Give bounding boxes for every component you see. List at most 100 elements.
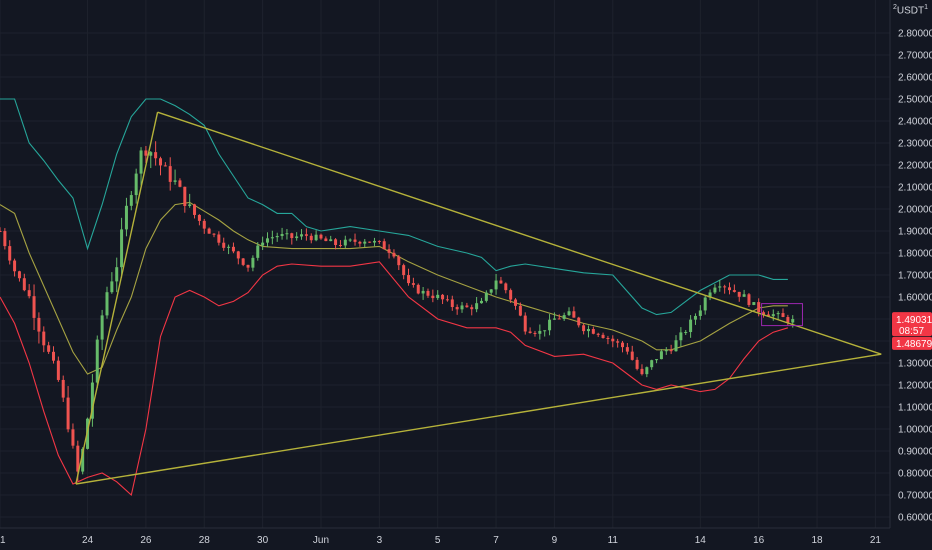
grid (0, 0, 891, 529)
candle-body (261, 242, 265, 246)
candle-body (757, 302, 761, 313)
candle-body (586, 329, 590, 332)
candle-body (47, 345, 51, 352)
candle-body (392, 252, 396, 257)
y-tick-label: 2.10000 (898, 183, 932, 194)
candle-body (241, 258, 245, 265)
candle-body (212, 233, 216, 235)
candle-body (781, 313, 785, 318)
price-tags: 1.49031 08:57 1.48679 (892, 312, 932, 350)
candle-body (684, 332, 688, 334)
candle-body (470, 307, 474, 310)
candle-body (766, 314, 770, 317)
candle-body (669, 350, 673, 352)
candle-body (762, 312, 766, 315)
y-tick-label: 2.40000 (898, 117, 932, 128)
candle-body (32, 296, 36, 318)
candle-body (71, 429, 75, 446)
candle-body (246, 264, 250, 268)
candle-body (168, 166, 172, 182)
bollinger-bands (0, 98, 789, 497)
x-tick-label: 21 (870, 535, 882, 546)
candle-body (509, 290, 513, 300)
candle-body (732, 290, 736, 292)
candle-body (475, 303, 479, 310)
candle-body (693, 315, 697, 320)
candle-body (479, 300, 483, 304)
candle-body (178, 180, 182, 187)
candle-body (0, 231, 2, 232)
candle-body (431, 295, 435, 299)
currency-suffix: 1 (924, 4, 928, 11)
trendline (157, 111, 882, 355)
candle-body (591, 329, 595, 334)
y-tick-label: 0.60000 (898, 513, 932, 524)
candle-body (163, 165, 167, 167)
trendline (75, 353, 882, 485)
candle-body (3, 231, 7, 247)
y-tick-label: 2.00000 (898, 205, 932, 216)
candle-body (290, 233, 294, 239)
candle-body (552, 318, 556, 320)
candle-body (450, 299, 454, 308)
candle-body (650, 360, 654, 368)
lower-price-label: 1.48679 (896, 339, 932, 350)
candle-body (372, 240, 376, 243)
candle-body (538, 330, 542, 334)
candle-body (659, 351, 663, 360)
candle-body (193, 204, 197, 215)
candle-body (124, 205, 128, 230)
x-tick-label: 18 (811, 535, 823, 546)
price-axis[interactable]: 0.60000 0.70000 0.80000 0.90000 1.00000 1.100… (898, 29, 932, 524)
candle-body (275, 236, 279, 238)
candle-body (207, 228, 211, 234)
candle-body (616, 341, 620, 343)
candle-body (562, 315, 566, 319)
candle-body (752, 302, 756, 305)
candle-body (791, 319, 795, 323)
candle-body (601, 334, 605, 339)
candle-body (61, 379, 65, 398)
candle-body (348, 239, 352, 241)
candle-body (689, 319, 693, 333)
candle-body (42, 331, 46, 346)
candle-body (421, 290, 425, 294)
currency-selector[interactable]: 2USDT1 (893, 4, 928, 16)
candle-body (441, 294, 445, 300)
candle-body (698, 310, 702, 316)
candle-body (523, 315, 527, 332)
candle-body (236, 251, 240, 259)
candle-body (484, 292, 488, 301)
candle-body (329, 239, 333, 242)
candle-body (718, 286, 722, 288)
y-tick-label: 1.20000 (898, 381, 932, 392)
candle-body (105, 292, 109, 316)
x-tick-label: 21 (0, 535, 6, 546)
candle-body (664, 350, 668, 352)
candle-body (621, 342, 625, 348)
candle-body (8, 246, 12, 261)
candle-body (319, 234, 323, 239)
candle-body (217, 234, 221, 243)
candle-body (455, 307, 459, 310)
candle-body (197, 214, 201, 221)
candle-body (548, 319, 552, 331)
currency-prefix: 2 (892, 4, 897, 11)
x-tick-label: 30 (257, 535, 269, 546)
candle-body (22, 278, 26, 291)
candle-body (708, 292, 712, 298)
time-axis[interactable]: 21 24 26 28 30 Jun 3 5 7 9 11 14 16 18 21 (0, 535, 881, 546)
candle-body (280, 234, 284, 237)
candle-body (368, 241, 372, 243)
candle-body (679, 332, 683, 341)
candle-body (723, 286, 727, 288)
candle-body (56, 360, 60, 380)
candle-body (625, 347, 629, 352)
candle-body (343, 239, 347, 246)
candle-body (202, 220, 206, 229)
candle-body (100, 315, 104, 340)
triangle-pattern (75, 111, 882, 485)
y-tick-label: 1.70000 (898, 271, 932, 282)
candle-body (713, 287, 717, 293)
